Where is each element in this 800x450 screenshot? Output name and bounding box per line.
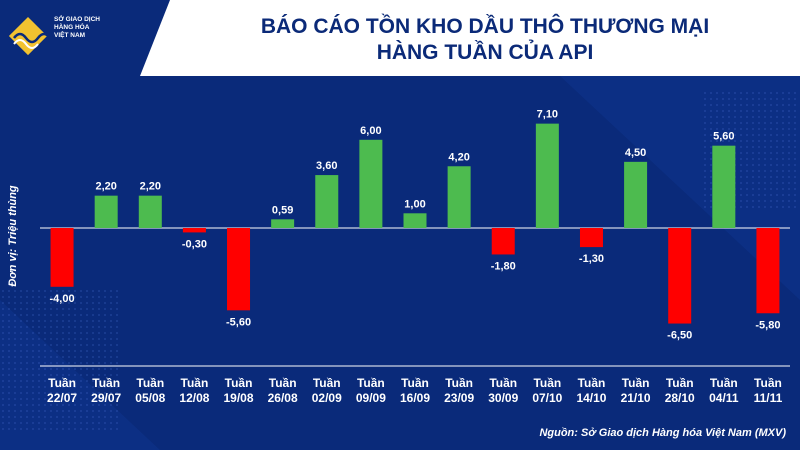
tick-label-11-0: Tuần bbox=[533, 376, 561, 390]
tick-label-3-1: 12/08 bbox=[179, 391, 209, 405]
data-label-1: 2,20 bbox=[95, 181, 116, 193]
tick-label-1-1: 29/07 bbox=[91, 391, 121, 405]
tick-label-13-1: 21/10 bbox=[621, 391, 651, 405]
bar-14 bbox=[668, 228, 692, 324]
tick-label-12-0: Tuần bbox=[578, 376, 606, 390]
bar-8 bbox=[403, 213, 427, 228]
source-note: Nguồn: Sở Giao dịch Hàng hóa Việt Nam (M… bbox=[539, 427, 786, 439]
bar-12 bbox=[579, 228, 603, 248]
tick-label-1-0: Tuần bbox=[92, 376, 120, 390]
tick-label-14-0: Tuần bbox=[666, 376, 694, 390]
tick-label-14-1: 28/10 bbox=[665, 391, 695, 405]
tick-label-4-0: Tuần bbox=[225, 376, 253, 390]
data-label-7: 6,00 bbox=[360, 125, 381, 137]
bar-2 bbox=[138, 195, 162, 228]
bar-9 bbox=[447, 166, 471, 228]
page-title: BÁO CÁO TỒN KHO DẦU THÔ THƯƠNG MẠI HÀNG … bbox=[170, 14, 800, 66]
logo-text: SỞ GIAO DỊCH HÀNG HÓA VIỆT NAM bbox=[54, 16, 124, 40]
logo-mark-icon bbox=[8, 16, 48, 56]
bar-0 bbox=[50, 228, 74, 287]
tick-label-3-0: Tuần bbox=[181, 376, 209, 390]
tick-label-5-0: Tuần bbox=[269, 376, 297, 390]
tick-label-2-0: Tuần bbox=[136, 376, 164, 390]
tick-label-16-1: 11/11 bbox=[754, 391, 783, 405]
data-label-14: -6,50 bbox=[667, 330, 692, 342]
data-label-3: -0,30 bbox=[182, 238, 207, 250]
tick-label-11-1: 07/10 bbox=[532, 391, 562, 405]
tick-label-10-0: Tuần bbox=[489, 376, 517, 390]
title-line-2: HÀNG TUẦN CỦA API bbox=[376, 41, 594, 64]
bar-11 bbox=[535, 123, 559, 228]
data-label-2: 2,20 bbox=[140, 181, 161, 193]
tick-label-10-1: 30/09 bbox=[488, 391, 518, 405]
tick-label-8-1: 16/09 bbox=[400, 391, 430, 405]
logo-line-1: SỞ GIAO DỊCH bbox=[54, 16, 100, 23]
tick-label-9-0: Tuần bbox=[445, 376, 473, 390]
tick-label-2-1: 05/08 bbox=[135, 391, 165, 405]
data-label-13: 4,50 bbox=[625, 147, 646, 159]
tick-label-7-0: Tuần bbox=[357, 376, 385, 390]
logo-line-3: VIỆT NAM bbox=[54, 32, 86, 39]
tick-label-5-1: 26/08 bbox=[268, 391, 298, 405]
tick-label-16-0: Tuần bbox=[754, 376, 782, 390]
tick-label-15-0: Tuần bbox=[710, 376, 738, 390]
bar-1 bbox=[94, 195, 118, 228]
bar-5 bbox=[271, 219, 295, 228]
logo-line-2: HÀNG HÓA bbox=[54, 24, 90, 31]
tick-label-7-1: 09/09 bbox=[356, 391, 386, 405]
data-label-6: 3,60 bbox=[316, 160, 337, 172]
bar-6 bbox=[315, 175, 339, 228]
tick-label-9-1: 23/09 bbox=[444, 391, 474, 405]
bar-13 bbox=[624, 161, 648, 228]
tick-label-6-0: Tuần bbox=[313, 376, 341, 390]
tick-label-0-1: 22/07 bbox=[47, 391, 77, 405]
data-label-0: -4,00 bbox=[50, 293, 75, 305]
bar-7 bbox=[359, 139, 383, 228]
tick-label-0-0: Tuần bbox=[48, 376, 76, 390]
title-line-1: BÁO CÁO TỒN KHO DẦU THÔ THƯƠNG MẠI bbox=[260, 15, 710, 38]
data-label-11: 7,10 bbox=[537, 109, 558, 121]
tick-label-8-0: Tuần bbox=[401, 376, 429, 390]
tick-label-6-1: 02/09 bbox=[312, 391, 342, 405]
bar-15 bbox=[712, 145, 736, 228]
bar-3 bbox=[182, 228, 206, 233]
bar-16 bbox=[756, 228, 780, 314]
bar-4 bbox=[227, 228, 251, 311]
data-label-10: -1,80 bbox=[491, 260, 516, 272]
data-label-12: -1,30 bbox=[579, 253, 604, 265]
tick-label-15-1: 04/11 bbox=[709, 391, 739, 405]
data-label-5: 0,59 bbox=[272, 204, 293, 216]
tick-label-4-1: 19/08 bbox=[224, 391, 254, 405]
tick-label-13-0: Tuần bbox=[622, 376, 650, 390]
data-label-15: 5,60 bbox=[713, 131, 734, 143]
data-label-4: -5,60 bbox=[226, 316, 251, 328]
mxv-logo: SỞ GIAO DỊCH HÀNG HÓA VIỆT NAM bbox=[8, 8, 158, 68]
data-label-9: 4,20 bbox=[448, 151, 469, 163]
data-label-16: -5,80 bbox=[755, 319, 780, 331]
tick-label-12-1: 14/10 bbox=[576, 391, 606, 405]
data-label-8: 1,00 bbox=[404, 198, 425, 210]
bar-10 bbox=[491, 228, 515, 255]
